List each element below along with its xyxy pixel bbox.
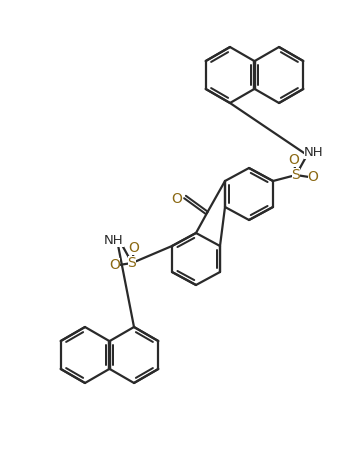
Text: S: S (291, 168, 300, 182)
Text: O: O (308, 170, 319, 184)
Text: O: O (109, 258, 120, 272)
Text: NH: NH (104, 233, 124, 247)
Text: NH: NH (304, 145, 324, 158)
Text: O: O (289, 153, 300, 167)
Text: O: O (128, 241, 139, 255)
Text: S: S (128, 256, 136, 270)
Text: O: O (171, 192, 182, 206)
